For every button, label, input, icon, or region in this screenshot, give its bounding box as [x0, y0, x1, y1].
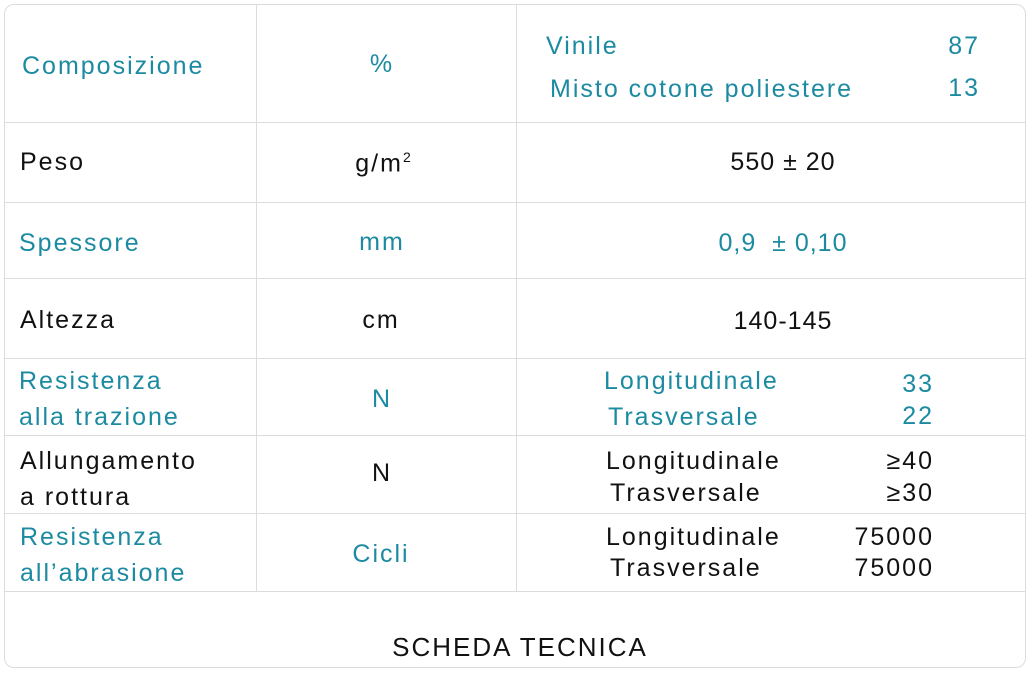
row-divider: [4, 122, 1026, 123]
row-divider: [4, 435, 1026, 436]
row-label-altezza: Altezza: [20, 306, 116, 334]
spec-table: [4, 4, 1026, 668]
footer-title: SCHEDA TECNICA: [392, 632, 648, 662]
value: ≥30: [886, 479, 934, 507]
row-label-peso: Peso: [20, 148, 85, 176]
unit-superscript: 2: [402, 149, 413, 165]
row-unit: N: [371, 385, 393, 413]
unit-text: g/m: [355, 149, 403, 178]
value-name: Trasversale: [608, 403, 760, 431]
row-unit: mm: [359, 228, 405, 256]
value: 75000: [854, 554, 934, 582]
row-unit: cm: [362, 306, 400, 334]
row-divider: [4, 591, 1026, 592]
value-name: Misto cotone poliestere: [550, 75, 854, 103]
row-label-line: Resistenza: [19, 367, 163, 395]
value: ≥40: [886, 447, 934, 475]
value: 87: [948, 32, 980, 60]
row-label-line: alla trazione: [19, 403, 180, 431]
row-label-line: Resistenza: [20, 523, 164, 551]
row-unit: Cicli: [352, 540, 410, 568]
row-divider: [4, 358, 1026, 359]
row-unit: N: [371, 459, 393, 487]
row-divider: [4, 513, 1026, 514]
row-unit: g/m2: [355, 150, 412, 176]
row-label-line: a rottura: [20, 483, 132, 511]
value-name: Longitudinale: [606, 447, 781, 475]
row-label-line: all’abrasione: [20, 559, 187, 587]
value: 13: [948, 74, 980, 102]
value: 22: [902, 402, 934, 430]
column-divider: [516, 4, 517, 591]
row-label-composizione: Composizione: [22, 52, 205, 80]
row-unit: %: [369, 50, 395, 78]
value-name: Trasversale: [610, 554, 762, 582]
column-divider: [256, 4, 257, 591]
row-label-line: Allungamento: [20, 447, 197, 475]
row-divider: [4, 202, 1026, 203]
row-label-spessore: Spessore: [19, 229, 141, 257]
value: 75000: [854, 523, 934, 551]
value: 33: [902, 370, 934, 398]
value-name: Longitudinale: [604, 367, 779, 395]
value-name: Longitudinale: [606, 523, 781, 551]
value-name: Vinile: [546, 32, 619, 60]
row-value: 0,9 ± 0,10: [718, 229, 848, 257]
row-value: 140-145: [733, 307, 833, 335]
value-name: Trasversale: [610, 479, 762, 507]
row-value: 550 ± 20: [730, 148, 836, 176]
row-divider: [4, 278, 1026, 279]
